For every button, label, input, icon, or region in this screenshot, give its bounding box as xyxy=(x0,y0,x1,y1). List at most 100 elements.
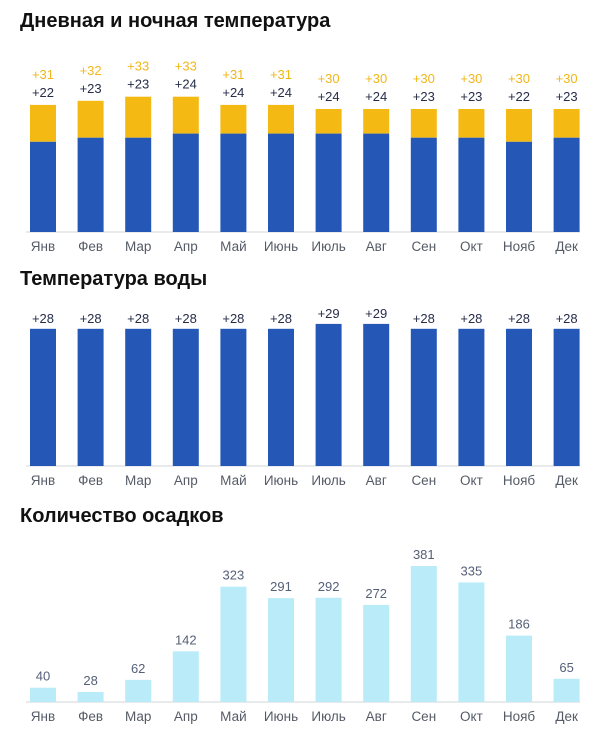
night-temp-bar xyxy=(172,133,199,232)
water-temp-bar xyxy=(553,328,580,466)
night-temp-label: +22 xyxy=(508,89,530,104)
day-temp-label: +32 xyxy=(80,63,102,78)
day-temp-bar xyxy=(77,100,104,138)
rain-chart-title: Количество осадков xyxy=(20,505,224,527)
day-temp-bar xyxy=(30,104,56,142)
month-label: Окт xyxy=(460,709,483,724)
day-temp-bar xyxy=(410,109,437,138)
month-label: Окт xyxy=(460,239,483,254)
month-label: Май xyxy=(220,239,246,254)
day-temp-label: +31 xyxy=(32,67,54,82)
precipitation-label: 142 xyxy=(175,632,197,647)
night-temp-bar xyxy=(77,137,104,232)
day-temp-label: +33 xyxy=(175,59,197,74)
precipitation-chart: 40 Янв 28 Фев 62 Мар 142 Апр 323 Май 291 Июнь 292 Июл… xyxy=(26,547,580,724)
water-temp-label: +28 xyxy=(175,311,197,326)
month-label: Июнь xyxy=(264,239,298,254)
month-label: Авг xyxy=(366,709,387,724)
precipitation-label: 65 xyxy=(559,660,573,675)
month-label: Окт xyxy=(460,473,483,488)
water-temp-bar xyxy=(410,328,437,466)
day-temp-bar xyxy=(553,109,580,138)
precipitation-bar xyxy=(77,692,104,702)
month-label: Мар xyxy=(125,239,151,254)
month-label: Фев xyxy=(78,473,103,488)
precipitation-label: 40 xyxy=(36,669,50,684)
water-temp-bar xyxy=(458,328,485,466)
month-label: Авг xyxy=(366,473,387,488)
night-temp-label: +24 xyxy=(222,85,244,100)
water-temp-label: +28 xyxy=(80,311,102,326)
precipitation-label: 62 xyxy=(131,661,145,676)
water-temp-label: +28 xyxy=(413,311,435,326)
day-temp-bar xyxy=(506,109,532,142)
precipitation-bar xyxy=(363,604,390,702)
precipitation-bar xyxy=(315,597,342,702)
month-label: Сен xyxy=(411,709,436,724)
month-label: Янв xyxy=(31,709,55,724)
month-label: Апр xyxy=(174,709,198,724)
month-label: Июль xyxy=(311,473,345,488)
month-label: Авг xyxy=(366,239,387,254)
night-temp-bar xyxy=(268,133,294,232)
day-temp-bar xyxy=(125,96,152,138)
precipitation-label: 186 xyxy=(508,617,530,632)
day-temp-bar xyxy=(172,96,199,134)
month-label: Июль xyxy=(311,239,345,254)
water-temp-bar xyxy=(220,328,247,466)
water-temp-label: +28 xyxy=(270,311,292,326)
water-temp-label: +28 xyxy=(460,311,482,326)
night-temp-label: +23 xyxy=(80,81,102,96)
water-temp-label: +29 xyxy=(365,308,387,321)
night-temp-label: +23 xyxy=(556,89,578,104)
day-temp-label: +30 xyxy=(413,71,435,86)
water-temp-bar xyxy=(268,328,294,466)
day-temp-label: +30 xyxy=(365,71,387,86)
precipitation-label: 323 xyxy=(223,568,245,583)
day-temp-bar xyxy=(315,109,342,134)
month-label: Янв xyxy=(31,473,55,488)
day-temp-bar xyxy=(268,104,294,134)
month-label: Май xyxy=(220,473,246,488)
month-label: Дек xyxy=(555,473,578,488)
month-label: Фев xyxy=(78,709,103,724)
water-temp-bar xyxy=(77,328,104,466)
precipitation-label: 28 xyxy=(83,673,97,688)
month-label: Май xyxy=(220,709,246,724)
day-temp-label: +30 xyxy=(460,71,482,86)
night-temp-label: +22 xyxy=(32,85,54,100)
precipitation-bar xyxy=(458,582,485,702)
month-label: Сен xyxy=(411,239,436,254)
month-label: Апр xyxy=(174,239,198,254)
water-temp-label: +28 xyxy=(508,311,530,326)
night-temp-label: +24 xyxy=(318,89,340,104)
water-temp-label: +28 xyxy=(222,311,244,326)
water-chart-title: Температура воды xyxy=(20,268,208,290)
water-temp-bar xyxy=(363,323,390,466)
precipitation-bar xyxy=(172,651,199,702)
water-temperature-chart: +28 Янв +28 Фев +28 Мар +28 Апр +28 Май +28 Июнь +29… xyxy=(26,308,580,488)
water-temp-bar xyxy=(172,328,199,466)
day-temp-label: +31 xyxy=(222,67,244,82)
month-label: Апр xyxy=(174,473,198,488)
precipitation-label: 381 xyxy=(413,547,435,562)
day-temp-bar xyxy=(458,109,485,138)
night-temp-label: +24 xyxy=(365,89,387,104)
night-temp-bar xyxy=(315,133,342,232)
night-temp-label: +23 xyxy=(413,89,435,104)
water-temp-label: +29 xyxy=(318,308,340,321)
month-label: Июль xyxy=(311,709,345,724)
month-label: Июнь xyxy=(264,473,298,488)
day-temp-bar xyxy=(363,109,390,134)
precipitation-bar xyxy=(125,679,152,702)
month-label: Мар xyxy=(125,473,151,488)
day-night-temperature-chart: +31 +22 Янв +32 +23 Фев +33 +23 Мар +33 +24 Апр +31 +… xyxy=(26,59,580,254)
water-temp-label: +28 xyxy=(127,311,149,326)
month-label: Нояб xyxy=(503,709,536,724)
day-temp-label: +31 xyxy=(270,67,292,82)
night-temp-label: +24 xyxy=(270,85,292,100)
night-temp-bar xyxy=(506,141,532,232)
night-temp-bar xyxy=(458,137,485,232)
month-label: Дек xyxy=(555,709,578,724)
day-temp-label: +30 xyxy=(508,71,530,86)
